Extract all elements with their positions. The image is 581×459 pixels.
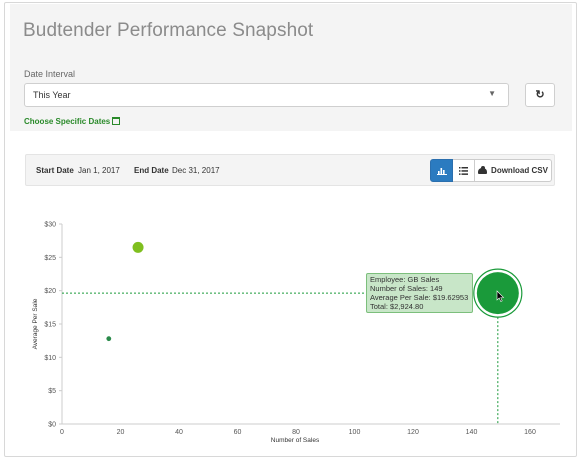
x-axis-title: Number of Sales	[271, 437, 320, 444]
end-date-value: Dec 31, 2017	[172, 166, 220, 175]
caret-down-icon: ▼	[488, 89, 496, 98]
date-interval-value: This Year	[33, 90, 71, 100]
report-toolbar: Start Date Jan 1, 2017 End Date Dec 31, …	[25, 154, 555, 186]
download-csv-button[interactable]: Download CSV	[475, 159, 552, 182]
mouse-cursor-icon	[496, 290, 505, 302]
download-csv-label: Download CSV	[491, 166, 548, 175]
y-tick-label: $0	[48, 422, 56, 429]
x-tick-label: 100	[349, 429, 361, 436]
x-tick-label: 60	[234, 429, 242, 436]
date-interval-label: Date Interval	[24, 69, 76, 79]
start-date-value: Jan 1, 2017	[78, 166, 120, 175]
y-axis-title: Average Per Sale	[32, 298, 39, 349]
view-button-group: Download CSV	[430, 159, 552, 182]
x-tick-label: 0	[60, 429, 64, 436]
y-tick-label: $5	[48, 388, 56, 395]
chart-view-button[interactable]	[430, 159, 453, 182]
refresh-button[interactable]: ↻	[525, 83, 555, 107]
x-tick-label: 120	[407, 429, 419, 436]
choose-specific-dates-link[interactable]: Choose Specific Dates	[24, 117, 121, 126]
y-tick-label: $10	[44, 355, 56, 362]
x-tick-label: 20	[117, 429, 125, 436]
tooltip-employee: Employee: GB Sales	[370, 275, 440, 284]
choose-specific-dates-label: Choose Specific Dates	[24, 117, 111, 126]
y-tick-label: $20	[44, 288, 56, 295]
tooltip-total: Total: $2,924.80	[370, 302, 424, 311]
end-date-label: End Date	[134, 166, 169, 175]
page-title: Budtender Performance Snapshot	[23, 20, 314, 41]
x-tick-label: 140	[466, 429, 478, 436]
filter-panel: Budtender Performance Snapshot Date Inte…	[10, 4, 572, 131]
y-tick-label: $25	[44, 255, 56, 262]
date-interval-select[interactable]: This Year ▼	[24, 83, 509, 107]
x-tick-label: 80	[292, 429, 300, 436]
refresh-icon: ↻	[535, 89, 545, 101]
scatter-point[interactable]	[132, 241, 144, 253]
list-icon	[459, 166, 468, 175]
tooltip-average-per-sale: Average Per Sale: $19.62953	[370, 293, 469, 302]
start-date-label: Start Date	[36, 166, 74, 175]
y-tick-label: $30	[44, 222, 56, 229]
x-tick-label: 160	[524, 429, 536, 436]
cloud-download-icon	[478, 165, 488, 174]
list-view-button[interactable]	[453, 159, 475, 182]
x-tick-label: 40	[175, 429, 183, 436]
y-tick-label: $15	[44, 322, 56, 329]
scatter-point[interactable]	[106, 336, 112, 342]
bar-chart-icon	[436, 167, 447, 175]
tooltip-number-of-sales: Number of Sales: 149	[370, 284, 443, 293]
calendar-icon	[112, 117, 121, 125]
chart-tooltip: Employee: GB Sales Number of Sales: 149 …	[366, 273, 473, 313]
